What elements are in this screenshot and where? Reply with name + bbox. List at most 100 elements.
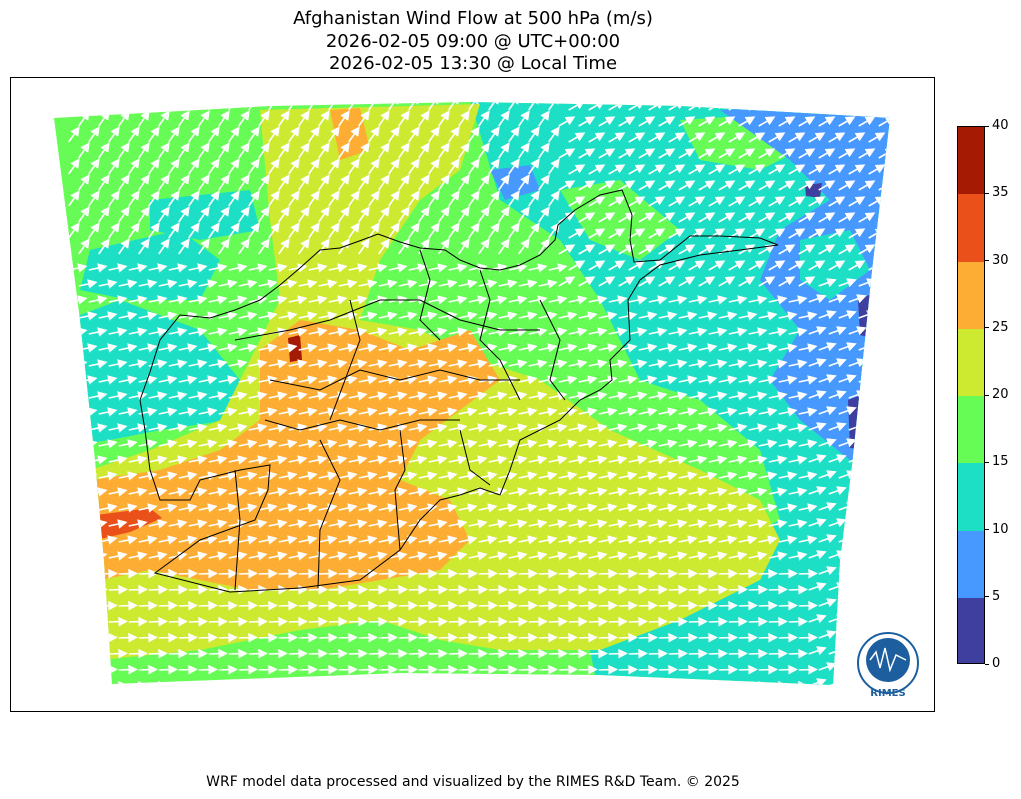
wind-vector bbox=[508, 616, 528, 627]
wind-vector bbox=[818, 374, 837, 384]
wind-vector bbox=[248, 190, 260, 207]
wind-vector bbox=[338, 206, 350, 223]
wind-vector bbox=[488, 391, 508, 401]
colorbar-tick-label: 35 bbox=[992, 185, 1009, 201]
wind-vector bbox=[208, 263, 228, 273]
wind-vector bbox=[428, 102, 440, 111]
wind-vector bbox=[88, 551, 108, 561]
wind-vector bbox=[698, 244, 716, 255]
wind-vector bbox=[878, 502, 890, 512]
wind-vector bbox=[878, 406, 890, 416]
wind-vector bbox=[388, 126, 400, 143]
wind-vector bbox=[188, 102, 200, 111]
wind-vector bbox=[398, 174, 410, 191]
wind-vector bbox=[578, 116, 596, 127]
wind-vector bbox=[318, 311, 338, 321]
wind-vector bbox=[678, 600, 698, 611]
wind-vector bbox=[448, 616, 468, 627]
wind-vector bbox=[778, 375, 798, 385]
wind-vector bbox=[458, 110, 470, 127]
wind-vector bbox=[818, 406, 837, 416]
wind-vector bbox=[708, 359, 728, 369]
wind-vector bbox=[738, 244, 756, 255]
utc-time-label: 2026-02-05 09:00 @ UTC+00:00 bbox=[325, 31, 621, 52]
wind-vector bbox=[198, 142, 210, 159]
wind-vector bbox=[638, 439, 658, 449]
wind-vector bbox=[218, 174, 230, 191]
wind-vector bbox=[648, 648, 668, 659]
wind-vector bbox=[498, 174, 510, 191]
wind-vector bbox=[408, 158, 420, 175]
wind-vector bbox=[828, 260, 846, 271]
wind-vector bbox=[838, 342, 857, 352]
wind-vector bbox=[698, 116, 716, 127]
wind-vector bbox=[728, 132, 746, 143]
wind-vector bbox=[538, 206, 550, 223]
wind-vector bbox=[138, 343, 158, 353]
wind-vector bbox=[258, 664, 278, 675]
wind-vector bbox=[888, 615, 890, 623]
wind-vector bbox=[698, 276, 716, 287]
wind-vector bbox=[748, 616, 768, 627]
colorbar-tick-label: 15 bbox=[992, 454, 1009, 470]
wind-vector bbox=[98, 664, 118, 675]
wind-vector bbox=[708, 584, 728, 595]
wind-vector bbox=[198, 343, 218, 353]
wind-vector bbox=[618, 632, 638, 643]
wind-vector bbox=[148, 584, 168, 595]
wind-vector bbox=[798, 375, 818, 385]
wind-vector bbox=[498, 343, 518, 353]
wind-vector bbox=[698, 212, 716, 223]
wind-vector bbox=[568, 327, 588, 337]
wind-vector bbox=[318, 206, 330, 223]
wind-vector bbox=[108, 295, 128, 305]
wind-vector bbox=[208, 359, 228, 369]
wind-vector bbox=[238, 632, 258, 643]
wind-vector bbox=[548, 190, 560, 207]
wind-vector bbox=[628, 164, 646, 175]
wind-vector bbox=[768, 260, 786, 271]
wind-vector bbox=[518, 279, 538, 289]
wind-vector bbox=[578, 632, 598, 643]
wind-vector bbox=[438, 439, 458, 449]
wind-vector bbox=[218, 664, 238, 675]
wind-vector bbox=[838, 662, 857, 672]
wind-vector bbox=[468, 295, 488, 305]
wind-vector bbox=[688, 584, 708, 595]
wind-vector bbox=[678, 276, 696, 287]
wind-vector bbox=[628, 648, 648, 659]
wind-vector bbox=[338, 664, 358, 675]
wind-vector bbox=[798, 632, 818, 643]
wind-vector bbox=[688, 423, 708, 433]
wind-vector bbox=[838, 180, 856, 191]
wind-vector bbox=[818, 244, 836, 255]
wind-vector bbox=[788, 359, 808, 369]
wind-vector bbox=[468, 423, 488, 433]
wind-vector bbox=[618, 375, 638, 385]
wind-vector bbox=[618, 276, 636, 287]
colorbar-segment bbox=[958, 396, 984, 464]
wind-vector bbox=[598, 632, 618, 643]
wind-vector bbox=[618, 180, 636, 191]
wind-vector bbox=[268, 263, 288, 273]
wind-vector bbox=[768, 616, 788, 627]
wind-vector bbox=[448, 423, 468, 433]
wind-vector bbox=[68, 487, 88, 497]
wind-vector bbox=[258, 439, 278, 449]
wind-vector bbox=[388, 423, 408, 433]
wind-vector bbox=[228, 584, 248, 595]
wind-vector bbox=[798, 568, 818, 579]
wind-vector bbox=[688, 164, 706, 175]
wind-vector bbox=[848, 326, 867, 336]
wind-vector bbox=[548, 126, 560, 143]
wind-vector bbox=[458, 375, 478, 385]
wind-vector bbox=[278, 174, 290, 191]
wind-vector bbox=[758, 244, 776, 255]
wind-vector bbox=[358, 238, 370, 255]
wind-vector bbox=[808, 358, 827, 368]
wind-vector bbox=[668, 295, 688, 305]
wind-vector bbox=[448, 584, 468, 595]
wind-vector bbox=[778, 311, 798, 321]
wind-vector bbox=[538, 632, 558, 643]
wind-vector bbox=[298, 279, 318, 289]
